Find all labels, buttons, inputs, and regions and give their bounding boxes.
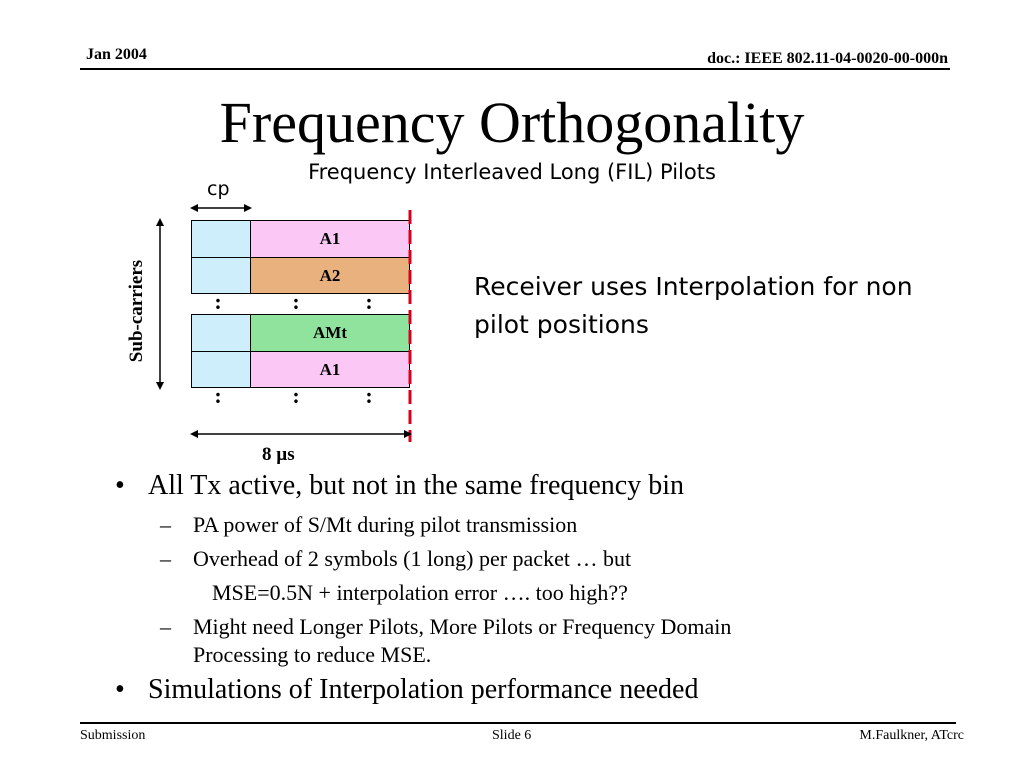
sub-bullet-marker: – [160, 546, 171, 571]
ellipsis-dots: : [214, 289, 222, 314]
bullet-text: Simulations of Interpolation performance… [148, 674, 699, 705]
ellipsis-dots: : [365, 289, 373, 314]
cp-cell [191, 351, 251, 388]
cp-cell [191, 314, 251, 352]
pilot-symbol-cell: A1 [250, 351, 410, 388]
bullet-text: All Tx active, but not in the same frequ… [148, 470, 685, 501]
symbol-boundary-line [408, 210, 412, 442]
duration-arrow [190, 430, 412, 438]
sub-carriers-label: Sub-carriers [126, 259, 147, 363]
cp-label: cp [207, 178, 230, 200]
sub-bullet-marker: – [160, 512, 171, 537]
duration-label: 8 µs [262, 444, 295, 465]
footer-author: M.Faulkner, ATcrc [859, 728, 964, 743]
interpolation-note: Receiver uses Interpolation for non pilo… [474, 272, 913, 339]
pilot-symbol-cell: AMt [250, 314, 410, 352]
ellipsis-dots: : [214, 383, 222, 408]
ellipsis-dots: : [292, 289, 300, 314]
sub-bullet-text: Processing to reduce MSE. [193, 642, 432, 667]
slide-subtitle: Frequency Interleaved Long (FIL) Pilots [308, 160, 716, 184]
sub-bullet-text: PA power of S/Mt during pilot transmissi… [193, 512, 578, 537]
header-date: Jan 2004 [86, 46, 147, 63]
bullet-marker: • [115, 470, 125, 501]
ellipsis-dots: : [365, 383, 373, 408]
header-doc-id: doc.: IEEE 802.11-04-0020-00-000n [707, 50, 948, 67]
sub-bullet-text: Might need Longer Pilots, More Pilots or… [193, 614, 732, 639]
sub-bullet-marker: – [160, 614, 171, 639]
footer-rule [80, 722, 956, 724]
footer-submission: Submission [80, 728, 146, 743]
ellipsis-dots: : [292, 383, 300, 408]
pilot-symbol-cell: A1 [250, 220, 410, 258]
sub-bullet-text: Overhead of 2 symbols (1 long) per packe… [193, 546, 632, 571]
sub-bullet-continuation: MSE=0.5N + interpolation error …. too hi… [212, 580, 628, 605]
cp-cell [191, 257, 251, 294]
cp-arrow [190, 204, 252, 212]
pilot-symbol-cell: A2 [250, 257, 410, 294]
sub-carriers-arrow [156, 218, 164, 390]
header-rule [80, 68, 950, 70]
footer-slide-number: Slide 6 [492, 728, 532, 743]
cp-cell [191, 220, 251, 258]
bullet-marker: • [115, 674, 125, 705]
slide-title: Frequency Orthogonality [219, 90, 805, 155]
